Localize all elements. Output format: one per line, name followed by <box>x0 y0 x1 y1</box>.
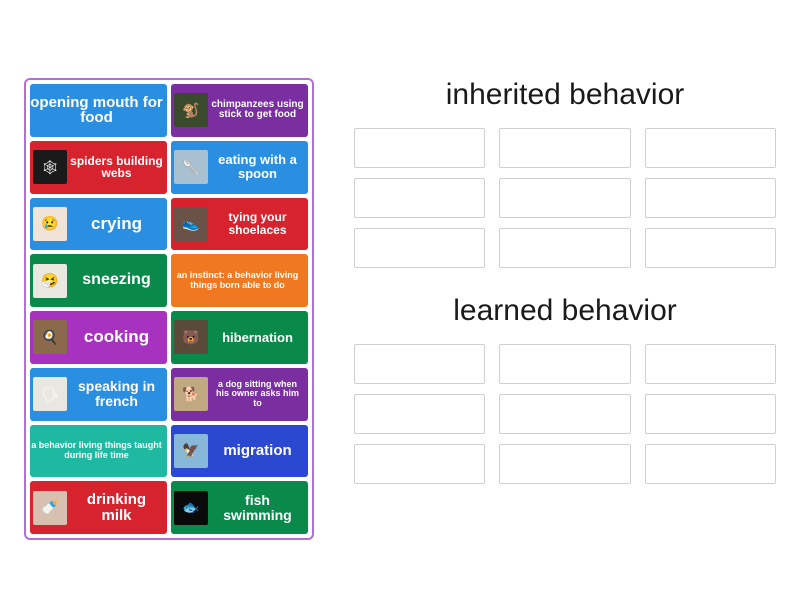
drop-slot[interactable] <box>499 128 630 168</box>
tile-thumbnail: 🕸 <box>33 150 67 184</box>
drop-slot[interactable] <box>499 344 630 384</box>
tile-panel: opening mouth for food🐒chimpanzees using… <box>24 78 314 540</box>
tile-thumbnail: 👟 <box>174 207 208 241</box>
tile-label: tying your shoelaces <box>211 209 308 238</box>
category-title: inherited behavior <box>354 78 776 112</box>
tile-label: opening mouth for food <box>30 93 167 129</box>
drop-slot[interactable] <box>645 444 776 484</box>
draggable-tile[interactable]: 👟tying your shoelaces <box>171 198 308 251</box>
draggable-tile[interactable]: 🦅migration <box>171 425 308 478</box>
main-container: opening mouth for food🐒chimpanzees using… <box>0 0 800 600</box>
tile-label: fish swimming <box>211 491 308 524</box>
tile-label: migration <box>211 441 308 461</box>
tile-thumbnail: 🗣 <box>33 377 67 411</box>
draggable-tile[interactable]: 🍳cooking <box>30 311 167 364</box>
drop-slot[interactable] <box>354 228 485 268</box>
drop-slot[interactable] <box>354 394 485 434</box>
drop-slot[interactable] <box>499 178 630 218</box>
tile-thumbnail: 🐻 <box>174 320 208 354</box>
draggable-tile[interactable]: 😢crying <box>30 198 167 251</box>
draggable-tile[interactable]: 🐕a dog sitting when his owner asks him t… <box>171 368 308 421</box>
drop-slot[interactable] <box>499 228 630 268</box>
tile-thumbnail: 😢 <box>33 207 67 241</box>
tile-label: spiders building webs <box>70 153 167 182</box>
tile-thumbnail: 🦅 <box>174 434 208 468</box>
drop-slot[interactable] <box>354 444 485 484</box>
drop-slot[interactable] <box>354 128 485 168</box>
draggable-tile[interactable]: 🐒chimpanzees using stick to get food <box>171 84 308 137</box>
tile-label: drinking milk <box>70 490 167 526</box>
slot-grid <box>354 128 776 268</box>
tile-thumbnail: 🐕 <box>174 377 208 411</box>
draggable-tile[interactable]: an instinct: a behavior living things bo… <box>171 254 308 307</box>
drop-slot[interactable] <box>645 128 776 168</box>
categories-area: inherited behavior learned behavior <box>354 78 776 540</box>
tile-thumbnail: 🍳 <box>33 320 67 354</box>
draggable-tile[interactable]: 🐟fish swimming <box>171 481 308 534</box>
draggable-tile[interactable]: 🗣speaking in french <box>30 368 167 421</box>
tile-label: speaking in french <box>70 377 167 410</box>
tile-label: chimpanzees using stick to get food <box>211 98 308 123</box>
tile-thumbnail: 🍼 <box>33 491 67 525</box>
drop-slot[interactable] <box>645 344 776 384</box>
drop-slot[interactable] <box>645 228 776 268</box>
drop-slot[interactable] <box>645 394 776 434</box>
tile-label: hibernation <box>211 329 308 347</box>
drop-slot[interactable] <box>354 344 485 384</box>
tile-label: a dog sitting when his owner asks him to <box>211 378 308 410</box>
tile-label: a behavior living things taught during l… <box>30 439 167 462</box>
tile-label: crying <box>70 213 167 235</box>
draggable-tile[interactable]: a behavior living things taught during l… <box>30 425 167 478</box>
tile-thumbnail: 🐟 <box>174 491 208 525</box>
drop-slot[interactable] <box>499 394 630 434</box>
drop-slot[interactable] <box>499 444 630 484</box>
tile-label: sneezing <box>70 270 167 291</box>
draggable-tile[interactable]: 🕸spiders building webs <box>30 141 167 194</box>
draggable-tile[interactable]: opening mouth for food <box>30 84 167 137</box>
tile-thumbnail: 🥄 <box>174 150 208 184</box>
category-title: learned behavior <box>354 294 776 328</box>
draggable-tile[interactable]: 🐻hibernation <box>171 311 308 364</box>
tile-label: an instinct: a behavior living things bo… <box>171 269 308 292</box>
tile-thumbnail: 🤧 <box>33 264 67 298</box>
drop-slot[interactable] <box>354 178 485 218</box>
tile-label: eating with a spoon <box>211 151 308 182</box>
draggable-tile[interactable]: 🥄eating with a spoon <box>171 141 308 194</box>
tile-label: cooking <box>70 326 167 348</box>
slot-grid <box>354 344 776 484</box>
drop-slot[interactable] <box>645 178 776 218</box>
draggable-tile[interactable]: 🤧sneezing <box>30 254 167 307</box>
tile-thumbnail: 🐒 <box>174 93 208 127</box>
draggable-tile[interactable]: 🍼drinking milk <box>30 481 167 534</box>
